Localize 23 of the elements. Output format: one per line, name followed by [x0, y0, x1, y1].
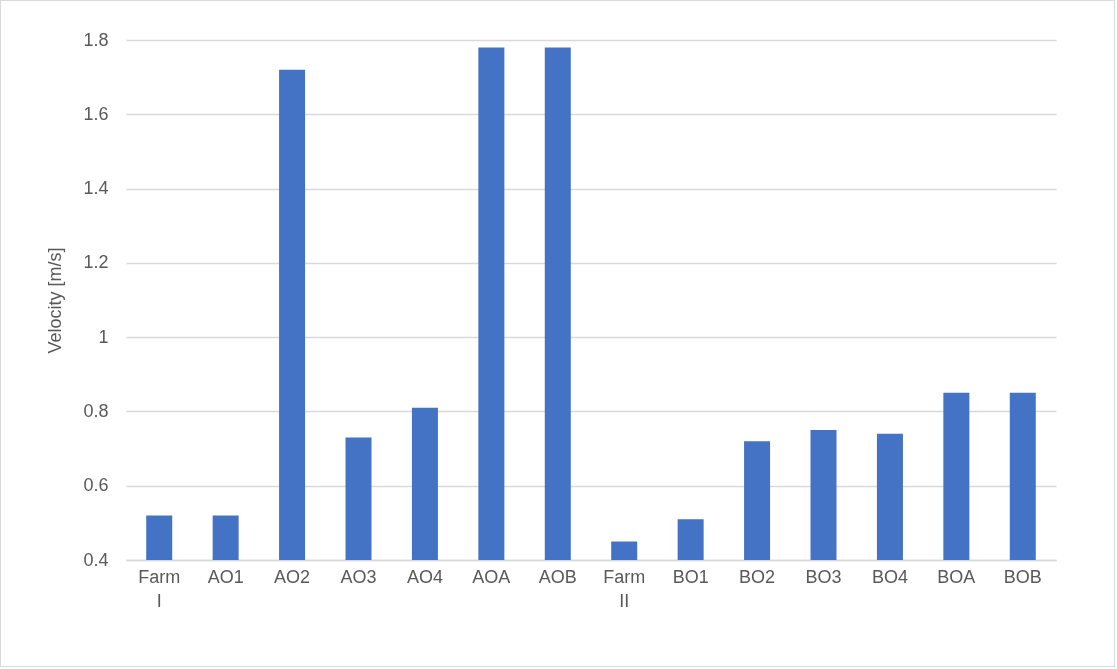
x-tick-label: AO1: [207, 566, 244, 587]
y-tick-label: 1.8: [83, 29, 109, 50]
x-tick-label: Farm II: [603, 566, 646, 611]
y-tick-label: 0.6: [83, 475, 109, 496]
x-tick-label: BO4: [871, 566, 908, 587]
x-tick-label: AO4: [406, 566, 443, 587]
x-tick-label: BO2: [739, 566, 776, 587]
y-tick-label: 1: [98, 326, 109, 347]
y-tick-label: 1.6: [83, 103, 109, 124]
y-tick-label: 0.8: [83, 400, 109, 421]
x-tick-label: AO2: [274, 566, 311, 587]
x-tick-label: BOA: [937, 566, 976, 587]
x-tick-label: BO3: [805, 566, 842, 587]
x-tick-label: Farm I: [138, 566, 181, 611]
x-tick-label: AOA: [472, 566, 511, 587]
x-tick-label: AOB: [538, 566, 577, 587]
y-tick-label: 0.4: [83, 549, 109, 570]
x-tick-label: BOB: [1003, 566, 1042, 587]
x-tick-label: AO3: [340, 566, 377, 587]
y-tick-label: 1.2: [83, 252, 109, 273]
y-axis-title: Velocity [m/s]: [45, 247, 66, 354]
y-tick-label: 1.4: [83, 178, 109, 199]
x-tick-label: BO1: [672, 566, 709, 587]
